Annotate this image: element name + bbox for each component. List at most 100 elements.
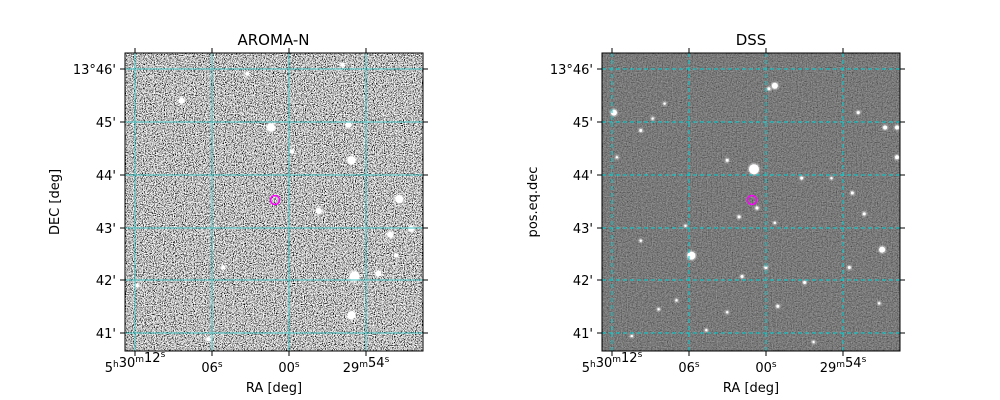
y-tick-label: 41' xyxy=(96,327,116,342)
star xyxy=(739,273,745,280)
y-tick-label: 45' xyxy=(573,116,593,131)
y-axis-label: pos.eq.dec xyxy=(526,167,541,238)
target-marker xyxy=(269,194,281,206)
star xyxy=(392,252,400,259)
star xyxy=(339,61,346,69)
star xyxy=(346,310,357,321)
x-tick-label: 29m54s xyxy=(343,355,390,376)
y-tick-labels: 13°46' 45' 44' 43' 42' 41' xyxy=(73,63,116,342)
y-tick-label: 44' xyxy=(96,169,116,184)
star xyxy=(609,108,619,117)
image-noise xyxy=(125,53,423,351)
y-tick-label: 43' xyxy=(573,222,593,237)
x-tick-label: 06s xyxy=(678,360,700,376)
star xyxy=(770,81,780,90)
star xyxy=(811,339,816,345)
star xyxy=(220,264,227,271)
star xyxy=(798,175,805,181)
y-tick-label: 45' xyxy=(96,116,116,131)
star xyxy=(876,300,882,306)
panel-title: DSS xyxy=(736,31,767,49)
y-tick-label: 13°46' xyxy=(73,63,116,78)
star xyxy=(766,86,772,92)
y-axis-label: DEC [deg] xyxy=(48,169,63,235)
star xyxy=(393,193,405,205)
y-tick-labels: 13°46' 45' 44' 43' 42' 41' xyxy=(550,63,593,342)
star xyxy=(348,270,361,283)
target-circle xyxy=(269,194,281,206)
star xyxy=(724,157,730,163)
star xyxy=(662,101,667,107)
star xyxy=(881,124,889,131)
target-marker xyxy=(746,194,758,206)
image-noise xyxy=(602,53,900,351)
tick-layer xyxy=(597,48,905,356)
image-area xyxy=(125,53,423,351)
star xyxy=(638,127,644,134)
x-tick-labels: 5h30m12s 06s 00s 29m54s xyxy=(105,350,390,376)
star xyxy=(772,220,778,226)
coordinate-grid xyxy=(602,53,900,351)
star xyxy=(893,124,901,131)
star xyxy=(846,264,853,271)
star xyxy=(775,303,781,309)
panel-aroma-n: AROMA-N 5h30m12s 06s 00s 29m54s 13°46' 45' 44… xyxy=(48,31,428,396)
star xyxy=(861,211,867,217)
axes-frame xyxy=(124,52,424,352)
star xyxy=(855,109,861,116)
y-tick-label: 44' xyxy=(573,169,593,184)
star-layer xyxy=(609,81,901,345)
star xyxy=(849,190,856,196)
y-tick-label: 42' xyxy=(573,274,593,289)
x-tick-label: 06s xyxy=(201,360,223,376)
y-tick-label: 13°46' xyxy=(550,63,593,78)
star xyxy=(801,279,808,286)
star xyxy=(314,206,323,216)
star xyxy=(877,245,887,254)
y-tick-label: 41' xyxy=(573,327,593,342)
target-circle xyxy=(746,194,758,206)
panel-dss: DSS 5h30m12s 06s 00s 29m54s 13°46' 45' 44' 43'… xyxy=(526,31,905,396)
star xyxy=(205,335,212,343)
x-tick-label: 5h30m12s xyxy=(582,350,643,376)
star xyxy=(893,154,901,161)
star xyxy=(374,269,383,278)
star xyxy=(638,238,644,244)
axes-frame xyxy=(601,52,901,352)
star xyxy=(674,297,679,303)
star xyxy=(346,155,357,166)
x-axis-label: RA [deg] xyxy=(723,381,779,396)
star xyxy=(683,223,688,229)
image-area xyxy=(602,53,900,351)
star xyxy=(406,224,416,234)
x-tick-labels: 5h30m12s 06s 00s 29m54s xyxy=(582,350,867,376)
star xyxy=(386,230,395,239)
panel-title: AROMA-N xyxy=(238,31,310,49)
x-tick-label: 29m54s xyxy=(820,355,867,376)
y-tick-label: 42' xyxy=(96,274,116,289)
star xyxy=(656,306,662,312)
star xyxy=(650,116,656,121)
star xyxy=(243,70,251,78)
star xyxy=(288,148,296,155)
star xyxy=(763,264,769,271)
star xyxy=(736,214,742,220)
x-tick-label: 00s xyxy=(755,360,777,376)
star xyxy=(265,122,277,133)
star xyxy=(629,333,635,339)
star xyxy=(686,250,697,261)
y-tick-label: 43' xyxy=(96,222,116,237)
star xyxy=(724,309,730,315)
star xyxy=(177,96,186,105)
star xyxy=(754,205,760,211)
star xyxy=(703,327,709,333)
x-tick-label: 5h30m12s xyxy=(105,350,166,376)
x-axis-label: RA [deg] xyxy=(246,381,302,396)
coordinate-grid xyxy=(125,53,423,351)
tick-layer xyxy=(120,48,428,356)
star xyxy=(614,154,620,160)
star xyxy=(829,175,834,181)
star xyxy=(747,163,761,176)
x-tick-label: 00s xyxy=(278,360,300,376)
